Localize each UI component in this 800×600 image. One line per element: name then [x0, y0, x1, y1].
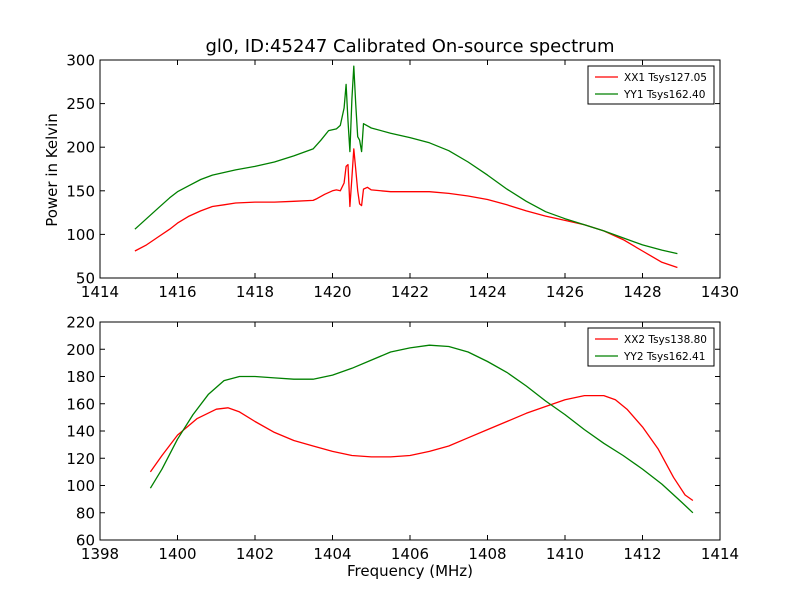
x-tick-label: 1406	[391, 545, 429, 563]
series-line-2	[134, 65, 678, 255]
y-tick-label: 100	[66, 477, 95, 495]
x-axis-label: Frequency (MHz)	[347, 562, 473, 580]
legend-label: XX2 Tsys138.80	[624, 334, 707, 346]
x-tick-label: 1414	[81, 283, 119, 301]
x-tick-label: 1410	[546, 545, 584, 563]
legend-label: YY1 Tsys162.40	[623, 89, 705, 101]
y-tick-label: 60	[76, 532, 95, 550]
x-tick-label: 1428	[623, 283, 661, 301]
y-tick-label: 220	[66, 314, 95, 332]
y-tick-label: 100	[66, 226, 95, 244]
top-spectrum-plot: gl0, ID:45247 Calibrated On-source spect…	[43, 36, 739, 301]
x-tick-label: 1400	[158, 545, 196, 563]
x-tick-label: 1424	[468, 283, 506, 301]
legend-box	[587, 65, 715, 105]
x-tick-label: 1402	[236, 545, 274, 563]
x-tick-label: 1422	[391, 283, 429, 301]
y-axis-label: Power in Kelvin	[43, 113, 61, 227]
x-tick-label: 1418	[236, 283, 274, 301]
y-tick-label: 140	[66, 423, 95, 441]
legend: XX2 Tsys138.80 YY2 Tsys162.41	[587, 327, 715, 367]
series-line-2	[149, 344, 694, 514]
x-tick-label: 1408	[468, 545, 506, 563]
x-tick-label: 1412	[623, 545, 661, 563]
x-tick-label: 1398	[81, 545, 119, 563]
series-line-1	[149, 394, 694, 502]
x-tick-label: 1430	[701, 283, 739, 301]
x-tick-label: 1404	[313, 545, 351, 563]
y-tick-label: 150	[66, 182, 95, 200]
y-tick-label: 120	[66, 450, 95, 468]
x-tick-label: 1426	[546, 283, 584, 301]
legend-box	[587, 327, 715, 367]
y-tick-label: 200	[66, 341, 95, 359]
x-tick-label: 1416	[158, 283, 196, 301]
y-tick-label: 80	[76, 504, 95, 522]
legend-label: XX1 Tsys127.05	[624, 72, 707, 84]
chart-title: gl0, ID:45247 Calibrated On-source spect…	[205, 36, 614, 57]
legend: XX1 Tsys127.05 YY1 Tsys162.40	[587, 65, 715, 105]
x-tick-label: 1420	[313, 283, 351, 301]
bottom-spectrum-plot: Frequency (MHz) 1398 1400 1402 1404 1406 1408…	[66, 314, 739, 581]
legend-label: YY2 Tsys162.41	[623, 351, 705, 363]
y-tick-label: 300	[66, 52, 95, 70]
y-tick-label: 160	[66, 395, 95, 413]
y-tick-label: 180	[66, 368, 95, 386]
x-tick-label: 1414	[701, 545, 739, 563]
y-tick-label: 250	[66, 95, 95, 113]
series-line-1	[134, 148, 678, 269]
y-tick-label: 200	[66, 139, 95, 157]
y-tick-label: 50	[76, 270, 95, 288]
